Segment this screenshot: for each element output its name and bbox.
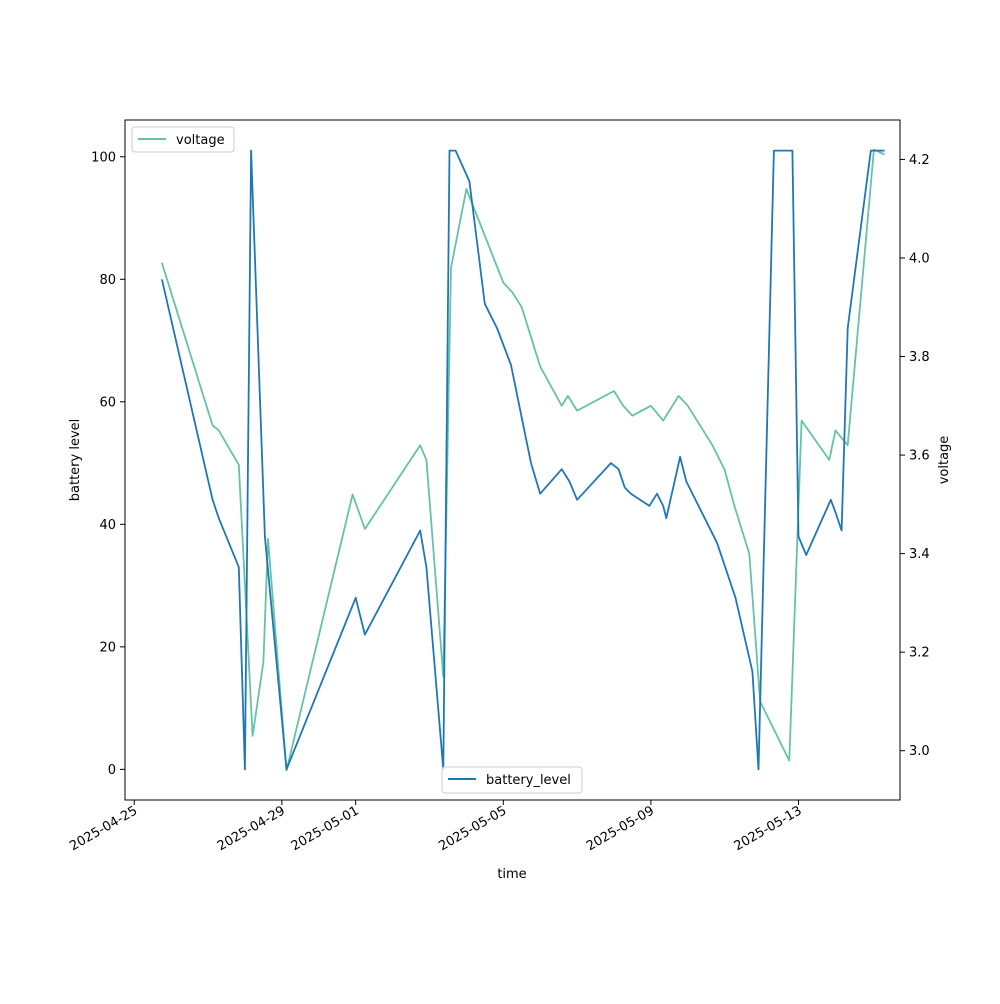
legend-battery-level-box: [441, 766, 583, 794]
y-right-tick-label: 3.8: [909, 350, 930, 365]
y-right-tick-label: 3.0: [909, 744, 930, 759]
x-axis: 2025-04-25 2025-04-29 2025-05-01 2025-05-05…: [67, 800, 805, 854]
plot-frame: [124, 119, 901, 801]
y-axis-right: 3.0 3.2 3.4 3.6 3.8 4.0 4.2: [900, 153, 930, 759]
legend-voltage-label: voltage: [176, 133, 225, 148]
x-tick-label: 2025-04-29: [215, 803, 288, 854]
y-axis-left-label: battery level: [68, 419, 83, 502]
x-tick-label: 2025-05-09: [584, 803, 657, 854]
y-right-tick-label: 3.2: [909, 646, 930, 661]
series-lines: [161, 148, 885, 772]
y-left-tick-label: 20: [99, 640, 116, 655]
y-axis-right-label: voltage: [937, 436, 952, 485]
series-line-battery-level: [161, 149, 885, 771]
y-left-tick-label: 0: [108, 763, 116, 778]
y-left-tick-label: 80: [99, 273, 116, 288]
y-right-tick-label: 4.2: [909, 153, 930, 168]
x-tick-label: 2025-05-01: [289, 803, 362, 854]
legend-voltage: voltage: [131, 126, 235, 153]
y-right-tick-label: 4.0: [909, 251, 930, 266]
y-left-tick-label: 40: [99, 518, 116, 533]
x-tick-label: 2025-05-05: [436, 803, 509, 854]
x-tick-label: 2025-05-13: [732, 803, 805, 854]
legend-battery-level: battery_level: [441, 766, 583, 794]
series-line-voltage: [161, 148, 885, 772]
y-left-tick-label: 100: [91, 150, 116, 165]
legend-battery-level-label: battery_level: [486, 773, 571, 788]
x-tick-label: 2025-04-25: [67, 803, 140, 854]
y-right-tick-label: 3.6: [909, 449, 930, 464]
x-axis-label: time: [497, 867, 526, 882]
y-right-tick-label: 3.4: [909, 547, 930, 562]
y-axis-left: 0 20 40 60 80 100: [91, 150, 125, 778]
y-left-tick-label: 60: [99, 395, 116, 410]
legend-voltage-box: [131, 126, 235, 153]
